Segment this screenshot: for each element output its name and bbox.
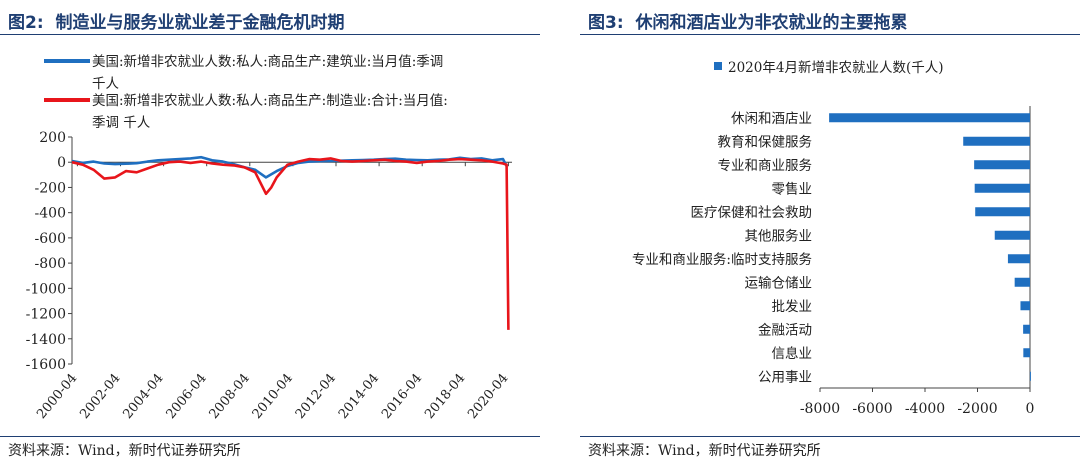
chart-title-right: 图3: 休闲和酒店业为非农就业的主要拖累 [588, 8, 907, 33]
bar [1029, 371, 1031, 381]
x-tick-label: 2008-04 [207, 371, 253, 422]
y-tick-label: -600 [35, 231, 66, 247]
bar [1014, 277, 1030, 287]
y-tick-label: 0 [57, 155, 66, 171]
x-tick-label: -2000 [957, 401, 997, 417]
category-label: 运输仓储业 [745, 275, 813, 291]
category-label: 信息业 [772, 345, 813, 362]
category-label: 金融活动 [758, 322, 812, 338]
x-tick-label: 2000-04 [34, 371, 80, 422]
bar [1020, 301, 1030, 311]
y-tick-label: -1200 [26, 307, 66, 323]
bar [994, 230, 1030, 240]
y-tick-label: -1400 [26, 332, 66, 348]
source-left: 资料来源：Wind，新时代证券研究所 [8, 443, 241, 459]
category-label: 零售业 [772, 181, 813, 197]
bar [1023, 324, 1030, 334]
legend-label-2: 美国:新增非农就业人数:私人:商品生产:制造业:合计:当月值:季调 千人 [92, 93, 448, 131]
line-chart: 200 0 -200 -400 -600 -800 -1000 -1200 -1400 -1600… [26, 54, 512, 422]
y-tick-label: -200 [35, 180, 66, 196]
category-label: 其他服务业 [745, 228, 813, 244]
figure-label-right: 图3: [588, 13, 624, 33]
x-tick-label: 2016-04 [379, 371, 425, 422]
y-tick-label: -800 [35, 256, 66, 272]
x-tick-label: 2020-04 [465, 371, 511, 422]
y-tick-label: 200 [39, 130, 66, 146]
bar [974, 160, 1030, 170]
x-tick-label: 0 [1026, 401, 1035, 417]
y-tick-label: -1600 [26, 357, 66, 373]
y-tick-label: -400 [35, 206, 66, 222]
x-tick-label: -6000 [852, 401, 892, 417]
category-label: 教育和保健服务 [718, 134, 813, 150]
series-line-2 [71, 157, 510, 330]
figure-label-left: 图2: [8, 13, 44, 33]
legend-label-1: 美国:新增非农就业人数:私人:商品生产:建筑业:当月值:季调千人 [92, 54, 443, 92]
category-label: 专业和商业服务:临时支持服务 [632, 252, 812, 268]
category-label: 公用事业 [758, 369, 812, 385]
chart-title-left: 图2: 制造业与服务业就业差于金融危机时期 [8, 8, 344, 33]
category-label: 专业和商业服务 [718, 158, 813, 174]
bar [1007, 254, 1030, 264]
bar [975, 207, 1030, 217]
bar [963, 136, 1030, 146]
source-rule-left [0, 436, 540, 437]
chart-panel-right: 图3: 休闲和酒店业为非农就业的主要拖累 2020年4月新增非农就业人数(千人)… [580, 0, 1080, 469]
title-text-left: 制造业与服务业就业差于金融危机时期 [55, 13, 345, 33]
title-text-right: 休闲和酒店业为非农就业的主要拖累 [635, 13, 908, 33]
title-rule-left [0, 34, 540, 35]
x-tick-label: -4000 [905, 401, 945, 417]
chart-panel-left: 图2: 制造业与服务业就业差于金融危机时期 200 0 -200 -400 -600 -8… [0, 8, 540, 459]
x-tick-label: 2004-04 [120, 371, 166, 422]
category-label: 休闲和酒店业 [731, 111, 812, 127]
bar [1023, 348, 1030, 358]
title-rule-right [580, 34, 1080, 35]
x-tick-label: 2002-04 [77, 371, 123, 422]
x-tick-label: 2014-04 [336, 371, 382, 422]
source-rule-right [580, 436, 1080, 437]
x-tick-label: -8000 [800, 401, 840, 417]
legend-swatch [714, 62, 722, 70]
legend-label: 2020年4月新增非农就业人数(千人) [728, 60, 943, 76]
category-label: 医疗保健和社会救助 [691, 205, 813, 221]
bar-chart: 2020年4月新增非农就业人数(千人) -8000 -6000 -4000 -2000 0… [632, 60, 1035, 417]
bar [829, 113, 1030, 123]
x-tick-label: 2006-04 [164, 371, 210, 422]
category-label: 批发业 [772, 299, 813, 315]
source-right: 资料来源：Wind，新时代证券研究所 [588, 443, 821, 459]
x-tick-label: 2018-04 [422, 371, 468, 422]
y-tick-label: -1000 [26, 281, 66, 297]
x-tick-label: 2010-04 [250, 371, 296, 422]
bar [974, 183, 1030, 193]
x-tick-label: 2012-04 [293, 371, 339, 422]
